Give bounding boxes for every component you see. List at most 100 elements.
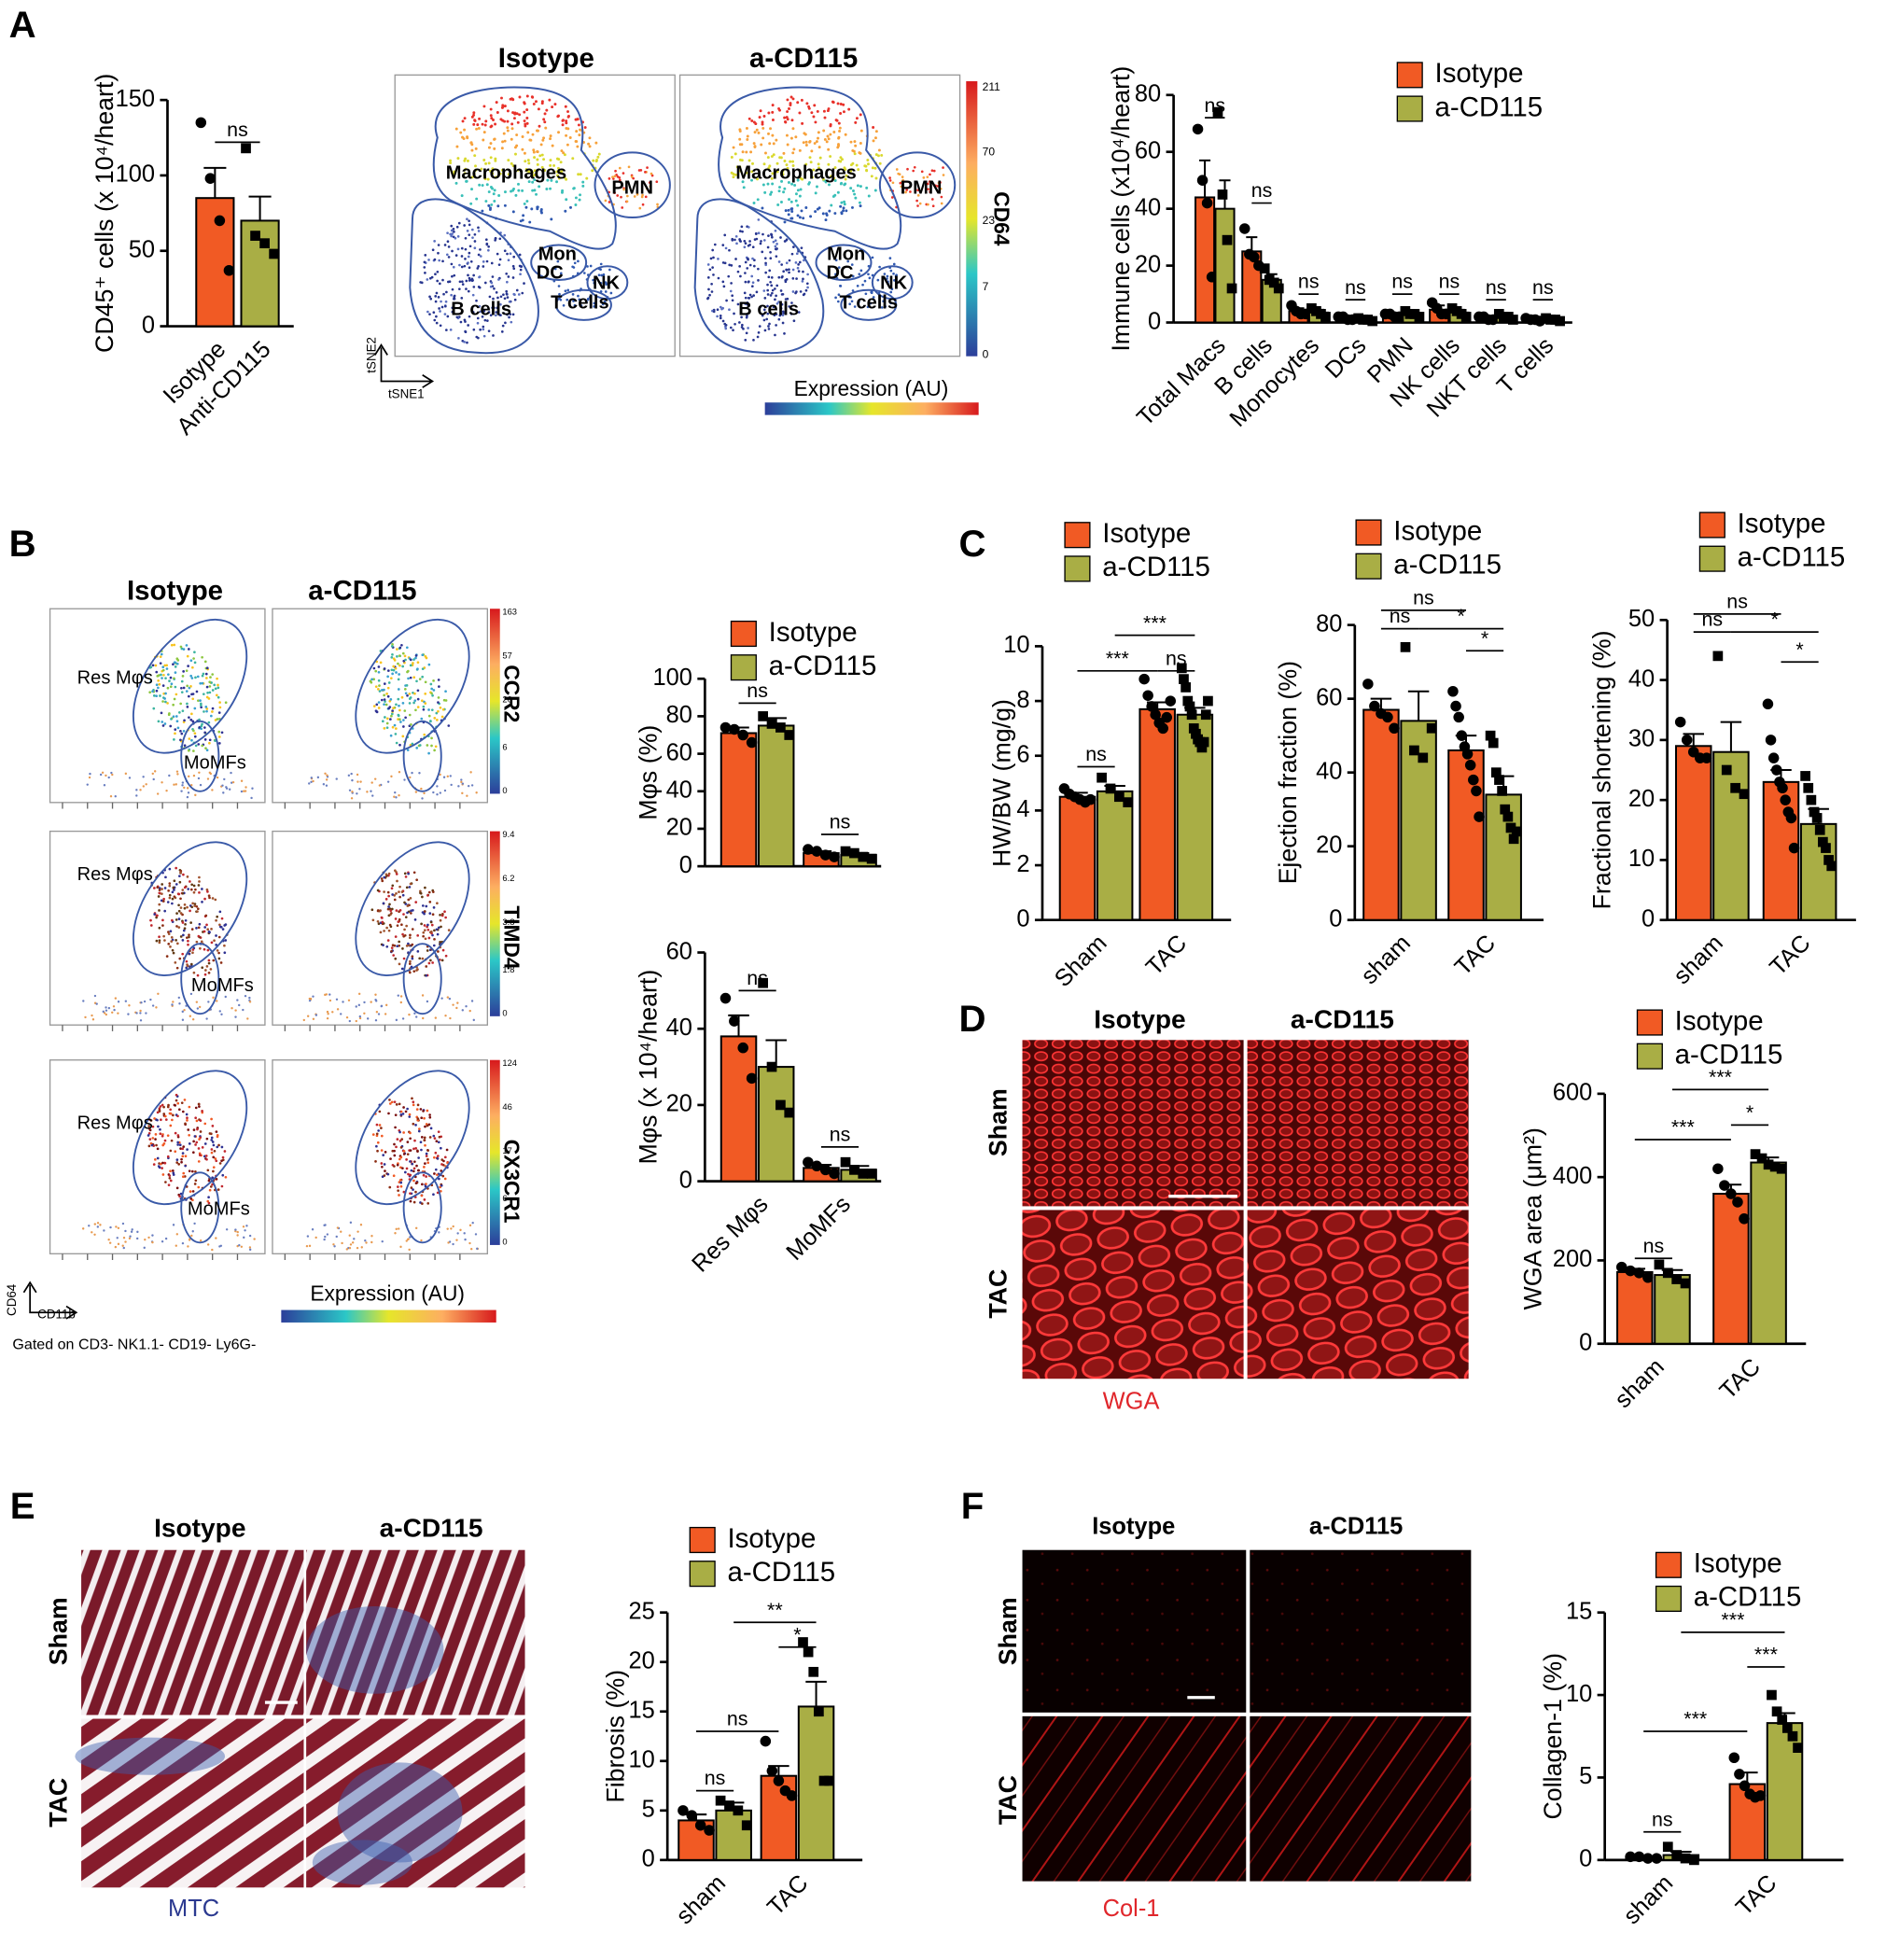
tsne-dot	[489, 206, 492, 210]
tsne-dot	[566, 298, 569, 301]
tsne-dot	[918, 202, 922, 205]
flow-dot	[399, 721, 402, 723]
tsne-dot	[839, 112, 843, 115]
flow-dot	[412, 1100, 415, 1104]
tsne-dot	[755, 290, 759, 294]
flow-dot	[191, 697, 195, 701]
tsne-dot	[490, 281, 494, 285]
tsne-dot	[759, 242, 762, 245]
flow-dot	[433, 749, 436, 752]
y-tick-label: 0	[1642, 905, 1655, 931]
flow-dot	[189, 1197, 193, 1200]
tsne-dot	[728, 263, 732, 267]
flow-dot	[395, 1145, 398, 1149]
data-point	[758, 711, 768, 721]
tsne-dot	[844, 177, 847, 181]
tsne-dot	[512, 255, 516, 259]
tsne-dot	[581, 184, 585, 188]
tsne-dot	[530, 95, 534, 99]
flow-dot	[305, 1244, 309, 1248]
flow-dot	[430, 736, 433, 740]
tsne-dot	[423, 266, 426, 269]
tsne-dot	[564, 105, 567, 108]
y-tick-label: 0	[1329, 905, 1342, 931]
flow-dot	[160, 1118, 162, 1122]
tsne-dot	[856, 284, 859, 287]
flow-dot	[412, 658, 415, 661]
flow-dot	[324, 772, 327, 776]
flow-dot	[433, 1172, 436, 1175]
tsne-dot	[566, 127, 570, 131]
flow-dot	[156, 792, 160, 795]
tsne-dot	[711, 248, 715, 252]
flow-dot	[389, 718, 392, 721]
data-point	[814, 1706, 824, 1717]
x-tick-label: sham	[1669, 930, 1728, 989]
tsne-dot	[864, 292, 868, 296]
tsne-dot	[510, 97, 513, 101]
tsne-dot	[486, 319, 489, 322]
tsne-dot	[535, 129, 538, 133]
tsne-dot	[523, 282, 525, 285]
data-point	[1400, 641, 1411, 652]
flow-dot	[386, 1172, 390, 1176]
flow-dot	[407, 1172, 410, 1176]
flow-dot	[204, 706, 208, 708]
flow-dot	[142, 776, 145, 778]
tsne-dot	[787, 208, 790, 212]
data-point	[1362, 679, 1374, 690]
flow-dot	[378, 690, 382, 693]
tsne-dot	[841, 158, 844, 161]
flow-dot	[184, 1122, 187, 1126]
flow-dot	[153, 770, 157, 773]
colorbar-label: 6	[502, 1194, 507, 1203]
tsne-dot	[711, 266, 714, 269]
colorbar-label: 6	[502, 742, 507, 751]
tsne-dot	[536, 205, 539, 209]
tsne-dot	[788, 268, 790, 272]
flow-dot	[139, 789, 142, 791]
flow-dot	[185, 644, 189, 647]
label: TAC	[994, 1775, 1022, 1825]
flow-dot	[169, 685, 173, 689]
label: Sham	[994, 1597, 1022, 1665]
label: Isotype	[127, 576, 223, 607]
tsne-dot	[827, 137, 831, 141]
flow-dot	[165, 667, 169, 670]
flow-dot	[376, 889, 380, 892]
tsne-dot	[495, 101, 498, 105]
tsne-dot	[733, 312, 735, 315]
flow-dot	[158, 903, 161, 906]
flow-dot	[196, 907, 200, 911]
flow-dot	[348, 789, 352, 792]
tsne-dot	[716, 315, 719, 318]
tsne-dot	[616, 194, 620, 197]
tsne-dot	[489, 142, 493, 146]
tsne-dot	[459, 320, 463, 324]
tsne-dot	[464, 258, 467, 260]
flow-dot	[195, 1141, 199, 1144]
tsne-dot	[789, 95, 793, 99]
tsne-dot	[423, 260, 426, 264]
flow-dot	[308, 1244, 312, 1248]
flow-dot	[177, 909, 181, 913]
gate	[402, 943, 442, 1015]
flow-dot	[210, 927, 213, 931]
flow-dot	[253, 1238, 256, 1240]
tsne-dot	[744, 242, 747, 245]
tsne-dot	[603, 300, 607, 303]
tsne-dot	[906, 167, 909, 171]
tsne-dot	[717, 276, 720, 280]
micrograph	[1022, 1040, 1244, 1207]
tsne-dot	[457, 221, 461, 225]
tsne-dot	[451, 310, 454, 314]
flow-dot	[183, 886, 187, 889]
flow-dot	[439, 773, 441, 777]
flow-dot	[117, 1242, 120, 1246]
tsne-dot	[789, 200, 793, 203]
tsne-dot	[530, 207, 534, 211]
tsne-dot	[438, 307, 440, 310]
flow-dot	[406, 749, 410, 752]
tsne-dot	[786, 98, 789, 102]
tsne-dot	[760, 240, 762, 243]
